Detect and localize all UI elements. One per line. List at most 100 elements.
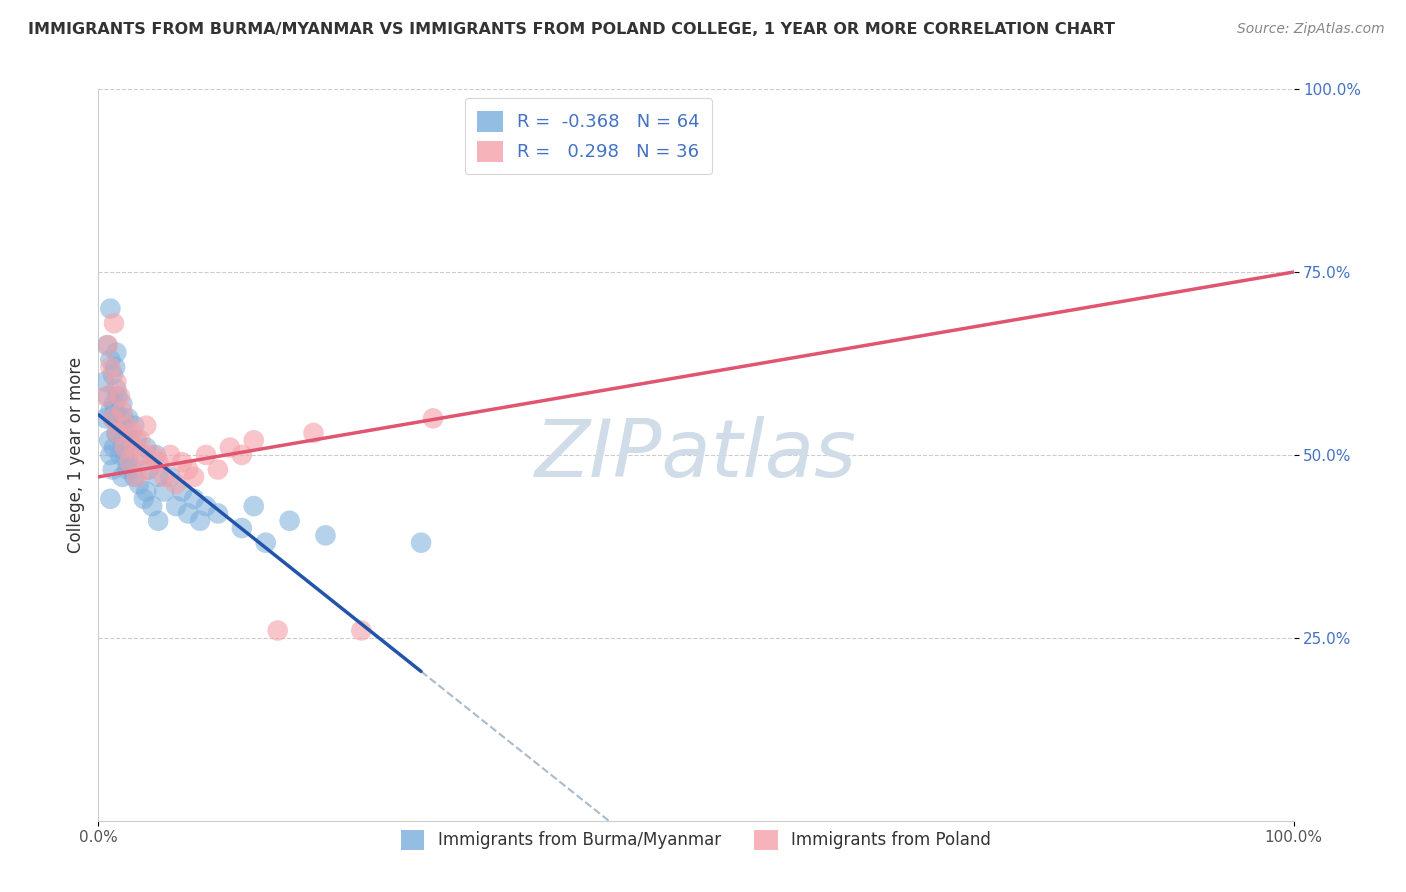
Point — [135, 462, 157, 476]
Point — [98, 360, 122, 375]
Point — [97, 338, 120, 352]
Point — [105, 375, 128, 389]
Point — [117, 455, 139, 469]
Point — [110, 418, 132, 433]
Point — [148, 514, 170, 528]
Point — [107, 425, 129, 440]
Point — [172, 484, 194, 499]
Point — [105, 425, 128, 440]
Point — [105, 382, 128, 396]
Point — [153, 470, 176, 484]
Point — [115, 462, 138, 476]
Point — [98, 404, 122, 418]
Point — [101, 411, 124, 425]
Point — [135, 441, 157, 455]
Point — [243, 499, 266, 513]
Point — [231, 448, 253, 462]
Point — [103, 441, 125, 455]
Point — [93, 375, 115, 389]
Point — [94, 411, 117, 425]
Point — [135, 418, 157, 433]
Point — [165, 477, 187, 491]
Point — [131, 448, 153, 462]
Point — [132, 448, 155, 462]
Point — [104, 404, 127, 418]
Point — [125, 470, 148, 484]
Point — [111, 404, 134, 418]
Point — [107, 389, 129, 403]
Point — [183, 470, 205, 484]
Point — [112, 411, 135, 425]
Point — [98, 301, 122, 316]
Point — [98, 491, 122, 506]
Point — [117, 411, 139, 425]
Point — [141, 499, 163, 513]
Point — [104, 360, 127, 375]
Point — [114, 448, 136, 462]
Point — [103, 397, 125, 411]
Point — [159, 448, 181, 462]
Point — [124, 441, 146, 455]
Point — [125, 434, 148, 448]
Point — [107, 425, 129, 440]
Point — [132, 491, 155, 506]
Point — [231, 521, 253, 535]
Point — [207, 462, 229, 476]
Point — [111, 434, 134, 448]
Point — [135, 484, 157, 499]
Point — [98, 448, 122, 462]
Text: Source: ZipAtlas.com: Source: ZipAtlas.com — [1237, 22, 1385, 37]
Point — [97, 389, 120, 403]
Point — [422, 411, 444, 425]
Point — [101, 368, 124, 382]
Point — [350, 624, 373, 638]
Point — [101, 462, 124, 476]
Point — [278, 514, 301, 528]
Point — [183, 491, 205, 506]
Point — [145, 448, 167, 462]
Point — [267, 624, 290, 638]
Point — [108, 448, 131, 462]
Point — [124, 470, 146, 484]
Point — [98, 352, 122, 367]
Point — [148, 455, 170, 469]
Point — [254, 535, 277, 549]
Text: ZIPatlas: ZIPatlas — [534, 416, 858, 494]
Point — [128, 477, 150, 491]
Point — [219, 441, 242, 455]
Point — [107, 411, 129, 425]
Point — [138, 462, 160, 476]
Point — [177, 462, 200, 476]
Point — [195, 499, 218, 513]
Point — [172, 455, 194, 469]
Point — [148, 470, 170, 484]
Point — [129, 434, 152, 448]
Point — [115, 418, 138, 433]
Point — [108, 389, 131, 403]
Point — [411, 535, 433, 549]
Point — [118, 455, 141, 469]
Point — [114, 441, 136, 455]
Point — [315, 528, 337, 542]
Point — [118, 434, 141, 448]
Point — [177, 507, 200, 521]
Point — [121, 425, 143, 440]
Point — [115, 425, 138, 440]
Point — [101, 411, 124, 425]
Point — [302, 425, 325, 440]
Point — [124, 418, 146, 433]
Point — [96, 338, 118, 352]
Point — [243, 434, 266, 448]
Point — [188, 514, 211, 528]
Point — [111, 397, 134, 411]
Point — [159, 470, 181, 484]
Point — [111, 470, 134, 484]
Text: IMMIGRANTS FROM BURMA/MYANMAR VS IMMIGRANTS FROM POLAND COLLEGE, 1 YEAR OR MORE : IMMIGRANTS FROM BURMA/MYANMAR VS IMMIGRA… — [28, 22, 1115, 37]
Point — [121, 462, 143, 476]
Point — [103, 316, 125, 330]
Point — [98, 434, 121, 448]
Y-axis label: College, 1 year or more: College, 1 year or more — [66, 357, 84, 553]
Point — [207, 507, 229, 521]
Point — [195, 448, 218, 462]
Point — [94, 389, 117, 403]
